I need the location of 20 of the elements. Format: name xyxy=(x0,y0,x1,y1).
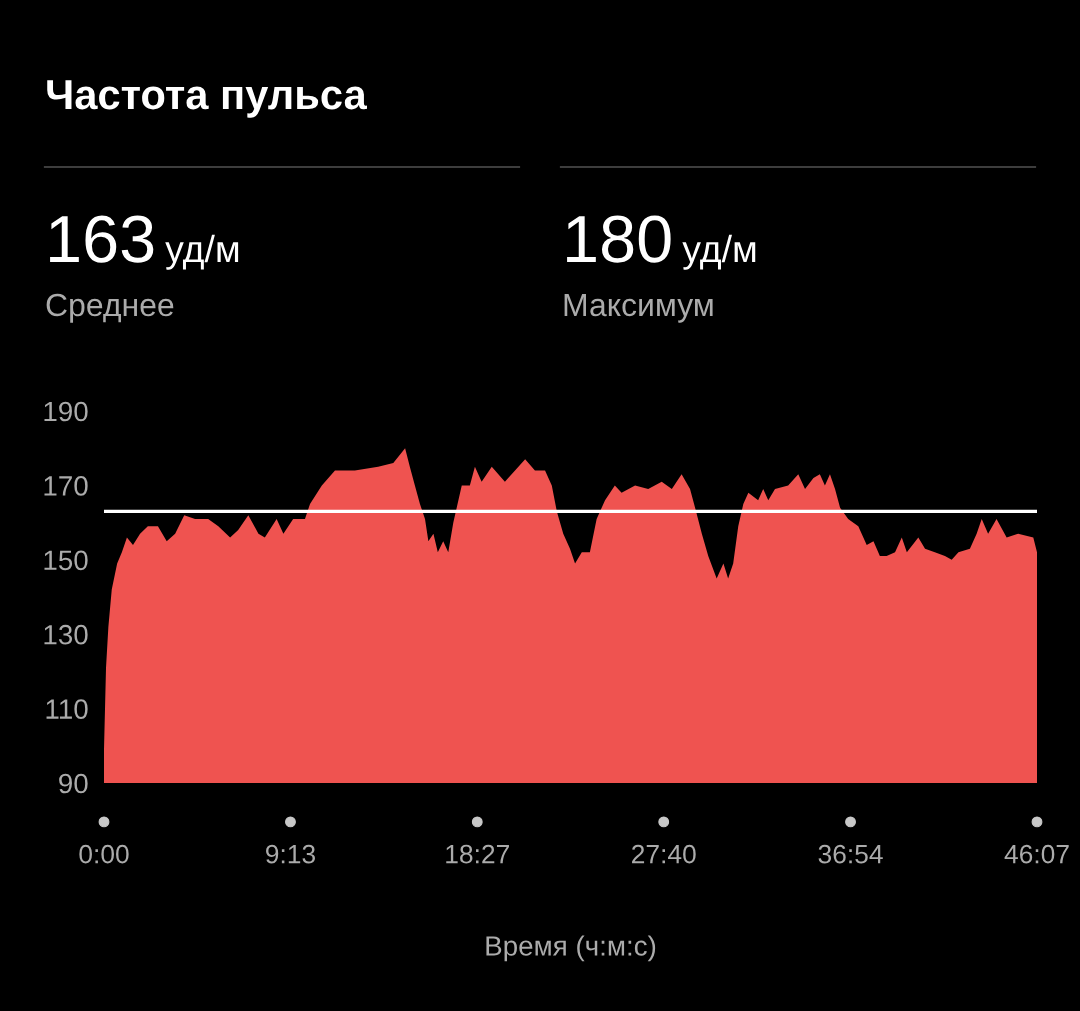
text: уд/м xyxy=(165,234,239,270)
text: Максимум xyxy=(564,294,713,323)
y-tick-label: 150 xyxy=(44,550,88,571)
x-tick-label: 9:13 xyxy=(266,844,315,864)
x-tick-label: 46:07 xyxy=(1004,844,1069,864)
x-tick-label: 27:40 xyxy=(632,844,696,864)
y-tick-label: 90 xyxy=(59,773,88,794)
text: 180 xyxy=(567,215,671,263)
text: Среднее xyxy=(46,293,174,323)
y-tick-label: 110 xyxy=(46,699,88,719)
y-tick-label: 170 xyxy=(44,476,88,496)
x-tick-label: 18:27 xyxy=(446,844,509,864)
text: уд/м xyxy=(682,234,756,270)
y-tick-label: 130 xyxy=(44,624,88,645)
x-axis-title: Время (ч:м:с) xyxy=(486,935,656,962)
text: 163 xyxy=(50,215,154,263)
chart-title: Частота пульса xyxy=(47,80,367,118)
x-tick-label: 36:54 xyxy=(818,844,883,864)
x-tick-label: 0:00 xyxy=(79,844,129,864)
y-tick-label: 190 xyxy=(44,401,88,422)
